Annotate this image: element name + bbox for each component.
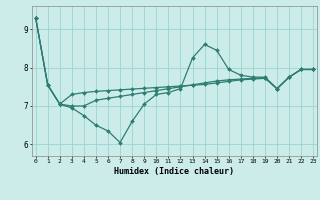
X-axis label: Humidex (Indice chaleur): Humidex (Indice chaleur) (115, 167, 234, 176)
